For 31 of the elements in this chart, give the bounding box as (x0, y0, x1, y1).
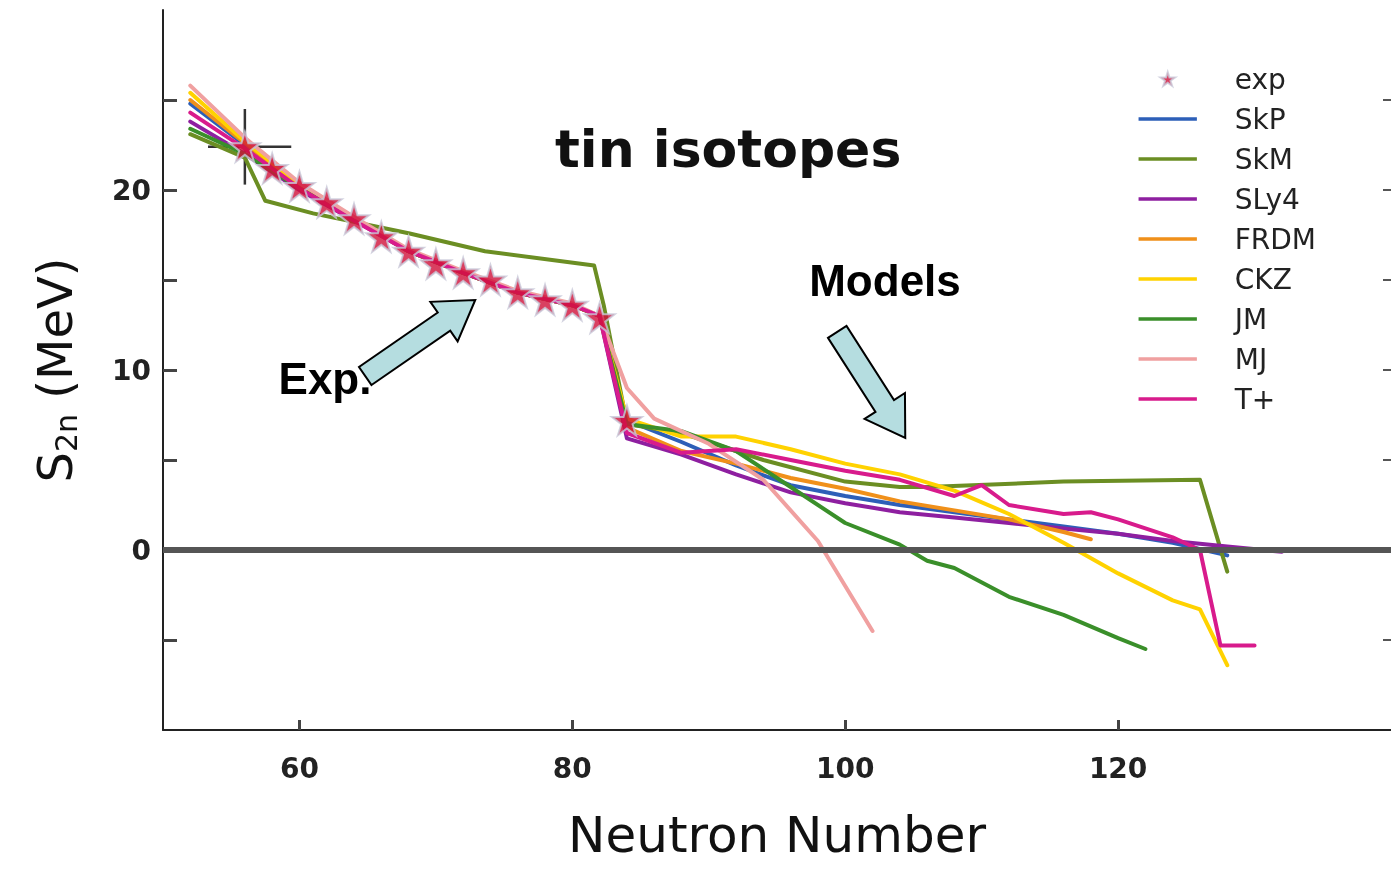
x-tick-label: 80 (552, 751, 592, 785)
point (283, 170, 316, 203)
point (582, 299, 617, 336)
legend-label: SkP (1234, 102, 1286, 136)
legend-label: SkM (1234, 142, 1293, 176)
point (556, 289, 589, 322)
legend-label: CKZ (1234, 262, 1292, 296)
x-axis-title: Neutron Number (568, 806, 987, 864)
annotation: Exp. (278, 353, 372, 403)
y-tick-label: 10 (112, 353, 151, 387)
legend-label: T+ (1233, 382, 1276, 416)
point (392, 235, 425, 268)
x-tick-label: 60 (279, 751, 319, 785)
annotation: Models (809, 255, 961, 305)
legend-label: exp (1234, 62, 1286, 96)
legend-label: FRDM (1234, 222, 1316, 256)
legend-label: JM (1232, 302, 1268, 336)
point (474, 264, 507, 296)
y-tick-label: 0 (131, 533, 151, 567)
point (610, 404, 643, 437)
y-axis-title: S2n (MeV) (27, 257, 84, 483)
text: tin isotopes (555, 119, 902, 179)
point (364, 218, 399, 255)
legend-label: SLy4 (1234, 182, 1300, 216)
point (338, 202, 371, 235)
y-tick-label: 20 (112, 173, 151, 207)
point (256, 152, 289, 185)
legend-label: MJ (1234, 342, 1268, 376)
x-tick-label: 120 (1088, 751, 1148, 785)
x-tick-label: 100 (816, 751, 875, 785)
point (529, 283, 562, 316)
